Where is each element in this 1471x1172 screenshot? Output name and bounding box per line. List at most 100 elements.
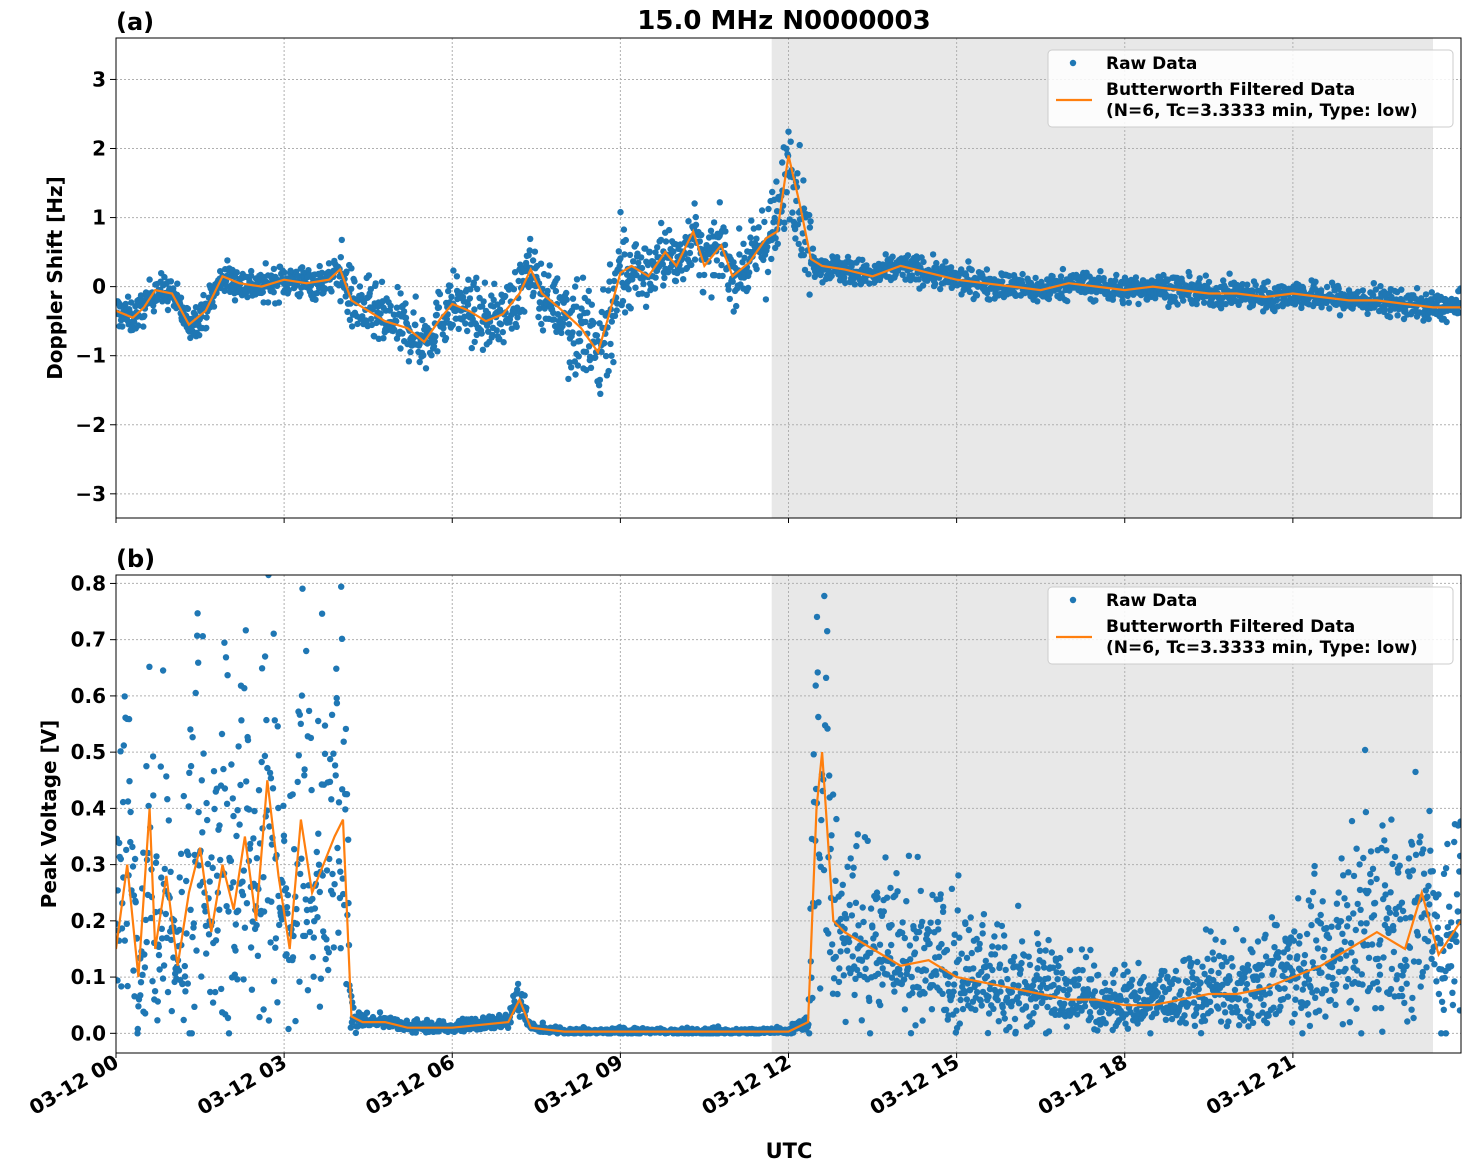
raw-data-point bbox=[978, 1002, 985, 1009]
raw-data-point bbox=[127, 808, 134, 816]
raw-data-point bbox=[1273, 296, 1281, 304]
raw-data-point bbox=[380, 335, 387, 342]
raw-data-point bbox=[736, 225, 743, 232]
raw-data-point bbox=[1326, 305, 1333, 312]
raw-data-point bbox=[224, 672, 231, 679]
raw-data-point bbox=[338, 583, 345, 590]
raw-data-point bbox=[995, 1018, 1002, 1025]
raw-data-point bbox=[1292, 996, 1299, 1003]
raw-data-point bbox=[1124, 968, 1131, 975]
raw-data-point bbox=[131, 855, 139, 863]
raw-data-point bbox=[430, 343, 438, 350]
raw-data-point bbox=[1312, 994, 1319, 1001]
raw-data-point bbox=[195, 808, 202, 816]
raw-data-point bbox=[769, 188, 776, 196]
raw-data-point bbox=[1241, 974, 1248, 981]
raw-data-point bbox=[294, 778, 301, 786]
raw-data-point bbox=[455, 325, 462, 333]
raw-data-point bbox=[150, 792, 157, 799]
raw-data-point bbox=[298, 692, 306, 699]
raw-data-point bbox=[573, 303, 580, 310]
raw-data-point bbox=[274, 723, 281, 730]
raw-data-point bbox=[1024, 984, 1032, 991]
raw-data-point bbox=[1018, 938, 1026, 945]
raw-data-point bbox=[218, 985, 225, 993]
raw-data-point bbox=[1265, 1012, 1272, 1019]
raw-data-point bbox=[531, 248, 539, 255]
raw-data-point bbox=[1243, 980, 1251, 988]
raw-data-point bbox=[1201, 970, 1208, 978]
raw-data-point bbox=[1370, 280, 1378, 287]
raw-data-point bbox=[293, 920, 301, 928]
raw-data-point bbox=[335, 858, 343, 865]
raw-data-point bbox=[204, 816, 211, 824]
raw-data-point bbox=[177, 850, 185, 857]
raw-data-point bbox=[241, 924, 249, 931]
raw-data-point bbox=[194, 610, 201, 617]
raw-data-point bbox=[221, 639, 228, 646]
raw-data-point bbox=[961, 989, 968, 997]
raw-data-point bbox=[260, 874, 267, 881]
raw-data-point bbox=[853, 966, 861, 974]
raw-data-point bbox=[266, 823, 273, 830]
raw-data-point bbox=[118, 925, 126, 932]
raw-data-point bbox=[638, 264, 646, 272]
raw-data-point bbox=[304, 987, 312, 994]
raw-data-point bbox=[896, 966, 903, 973]
raw-data-point bbox=[1135, 300, 1142, 308]
raw-data-point bbox=[1000, 932, 1008, 939]
raw-data-point bbox=[1040, 964, 1048, 971]
raw-data-point bbox=[973, 292, 981, 299]
raw-data-point bbox=[899, 919, 906, 926]
raw-data-point bbox=[367, 286, 374, 293]
raw-data-point bbox=[785, 128, 792, 135]
raw-data-point bbox=[553, 328, 560, 335]
raw-data-point bbox=[1004, 975, 1011, 983]
raw-data-point bbox=[664, 269, 672, 276]
raw-data-point bbox=[328, 288, 335, 295]
raw-data-point bbox=[838, 890, 845, 897]
raw-data-point bbox=[155, 943, 162, 950]
raw-data-point bbox=[1271, 307, 1278, 315]
raw-data-point bbox=[1014, 994, 1021, 1001]
raw-data-point bbox=[597, 390, 604, 397]
raw-data-point bbox=[1372, 286, 1380, 293]
raw-data-point bbox=[1036, 976, 1043, 983]
raw-data-point bbox=[657, 236, 665, 244]
raw-data-point bbox=[1091, 988, 1099, 995]
raw-data-point bbox=[1056, 954, 1064, 962]
raw-data-point bbox=[662, 238, 670, 245]
raw-data-point bbox=[1112, 277, 1119, 284]
raw-data-point bbox=[500, 339, 507, 346]
raw-data-point bbox=[1186, 272, 1193, 280]
raw-data-point bbox=[464, 301, 472, 308]
raw-data-point bbox=[829, 941, 836, 948]
raw-data-point bbox=[491, 280, 498, 287]
raw-data-point bbox=[1189, 969, 1196, 976]
raw-data-point bbox=[983, 266, 991, 273]
raw-data-point bbox=[284, 910, 291, 917]
raw-data-point bbox=[1165, 985, 1173, 992]
raw-data-point bbox=[726, 295, 733, 303]
raw-data-point bbox=[167, 936, 175, 944]
raw-data-point bbox=[180, 792, 187, 800]
raw-data-point bbox=[774, 240, 781, 247]
raw-data-point bbox=[208, 854, 215, 861]
raw-data-point bbox=[253, 922, 260, 929]
raw-data-point bbox=[193, 947, 200, 954]
raw-data-point bbox=[1288, 1019, 1296, 1026]
raw-data-point bbox=[552, 287, 560, 295]
raw-data-point bbox=[1058, 969, 1066, 977]
raw-data-point bbox=[137, 979, 145, 986]
raw-data-point bbox=[725, 286, 732, 293]
raw-data-point bbox=[471, 338, 478, 346]
raw-data-point bbox=[1285, 940, 1293, 948]
raw-data-point bbox=[259, 288, 266, 296]
raw-data-point bbox=[660, 282, 667, 289]
raw-data-point bbox=[199, 633, 206, 640]
raw-data-point bbox=[1428, 289, 1436, 296]
raw-data-point bbox=[321, 722, 329, 729]
raw-data-point bbox=[280, 802, 287, 809]
raw-data-point bbox=[1209, 949, 1216, 956]
raw-data-point bbox=[526, 247, 533, 254]
